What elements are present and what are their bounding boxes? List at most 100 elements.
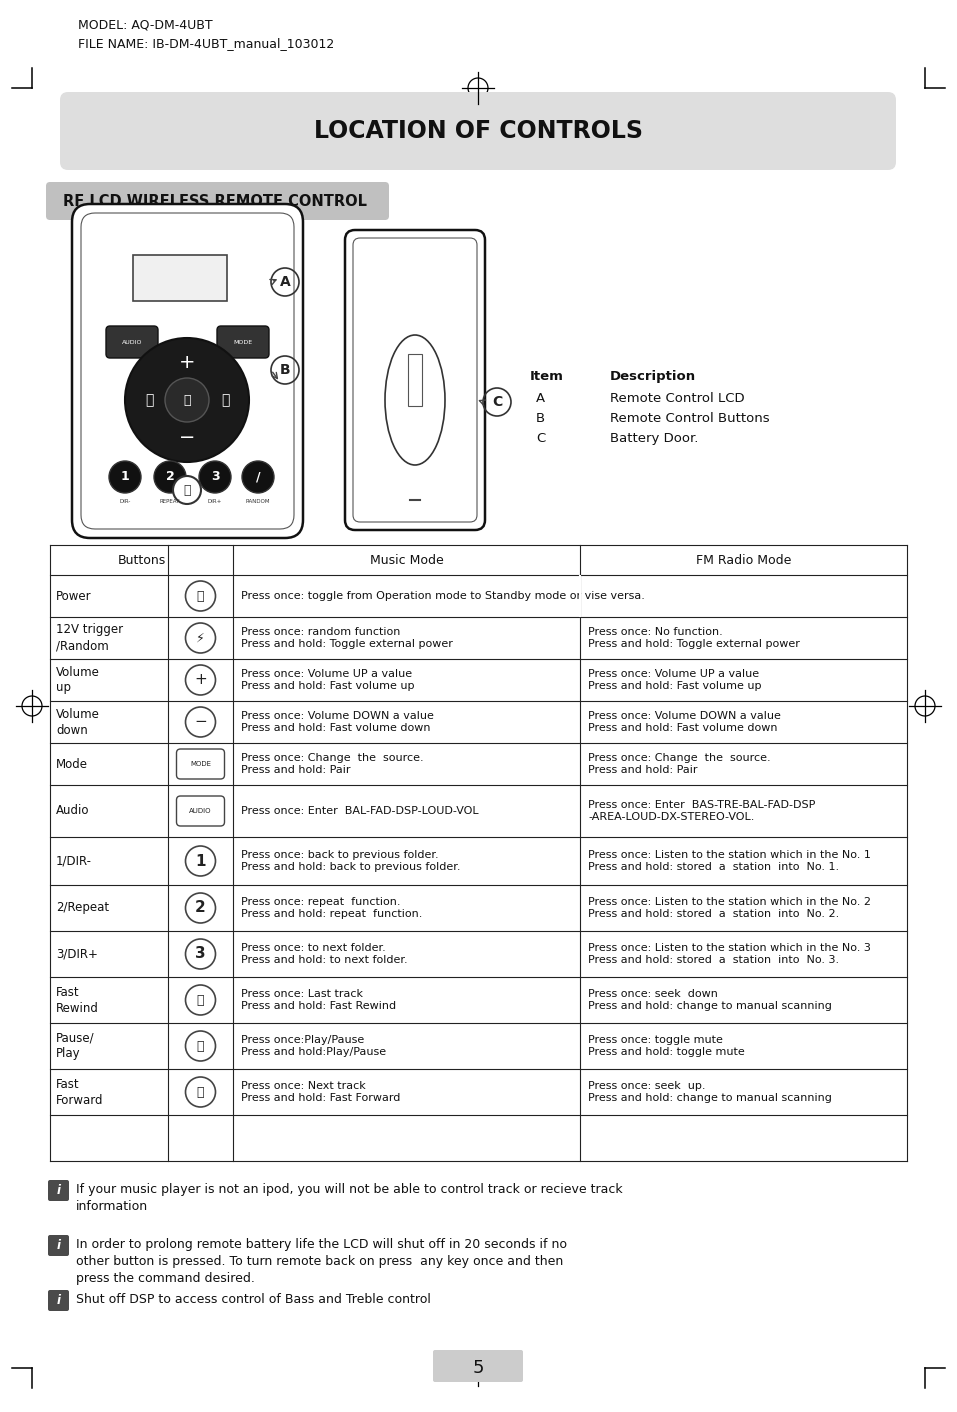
Text: Buttons: Buttons (118, 554, 166, 566)
Text: Press once: back to previous folder.
Press and hold: back to previous folder.: Press once: back to previous folder. Pre… (241, 850, 460, 873)
Text: 1: 1 (121, 470, 129, 483)
Text: 3: 3 (195, 946, 206, 962)
Text: Pause/
Play: Pause/ Play (56, 1032, 95, 1060)
FancyBboxPatch shape (345, 230, 485, 530)
Text: Press once: toggle mute
Press and hold: toggle mute: Press once: toggle mute Press and hold: … (588, 1035, 745, 1058)
FancyBboxPatch shape (72, 203, 303, 538)
Circle shape (165, 378, 209, 422)
Text: Audio: Audio (56, 805, 90, 818)
Text: −: − (179, 428, 195, 448)
Text: ⏮: ⏮ (145, 393, 153, 407)
Text: 1: 1 (195, 853, 206, 868)
Text: Press once: Next track
Press and hold: Fast Forward: Press once: Next track Press and hold: F… (241, 1080, 400, 1103)
Circle shape (186, 939, 215, 969)
Text: −: − (194, 714, 207, 730)
Text: Fast
Forward: Fast Forward (56, 1077, 103, 1107)
Text: LOCATION OF CONTROLS: LOCATION OF CONTROLS (314, 119, 642, 143)
FancyBboxPatch shape (408, 354, 422, 407)
Text: Press once: toggle from Operation mode to Standby mode or vise versa.: Press once: toggle from Operation mode t… (241, 592, 645, 602)
Text: ⏻: ⏻ (197, 589, 204, 603)
Text: Shut off DSP to access control of Bass and Treble control: Shut off DSP to access control of Bass a… (76, 1293, 431, 1306)
Text: 1/DIR-: 1/DIR- (56, 854, 92, 867)
Text: MODEL: AQ-DM-4UBT: MODEL: AQ-DM-4UBT (78, 18, 212, 31)
Text: Music Mode: Music Mode (369, 554, 443, 566)
Text: Press once: Last track
Press and hold: Fast Rewind: Press once: Last track Press and hold: F… (241, 988, 396, 1011)
Text: C: C (492, 395, 502, 409)
Text: DIR-: DIR- (120, 498, 131, 504)
FancyBboxPatch shape (106, 326, 158, 359)
Text: Press once: Enter  BAS-TRE-BAL-FAD-DSP
-AREA-LOUD-DX-STEREO-VOL.: Press once: Enter BAS-TRE-BAL-FAD-DSP -A… (588, 799, 815, 822)
Text: AUDIO: AUDIO (189, 808, 211, 813)
Text: Press once: seek  up.
Press and hold: change to manual scanning: Press once: seek up. Press and hold: cha… (588, 1080, 832, 1103)
Text: Press once: Listen to the station which in the No. 1
Press and hold: stored  a  : Press once: Listen to the station which … (588, 850, 871, 873)
Text: A: A (536, 393, 545, 405)
Text: Mode: Mode (56, 757, 88, 771)
Circle shape (186, 846, 215, 875)
Text: Press once: Volume UP a value
Press and hold: Fast volume up: Press once: Volume UP a value Press and … (588, 669, 762, 692)
Text: RF LCD WIRELESS REMOTE CONTROL: RF LCD WIRELESS REMOTE CONTROL (63, 193, 367, 209)
FancyBboxPatch shape (48, 1180, 69, 1202)
Circle shape (186, 892, 215, 923)
Text: Description: Description (610, 370, 696, 383)
Text: ⏮: ⏮ (197, 994, 204, 1007)
Text: ⚡: ⚡ (196, 631, 205, 644)
FancyBboxPatch shape (60, 92, 896, 169)
Text: Press once: to next folder.
Press and hold: to next folder.: Press once: to next folder. Press and ho… (241, 943, 408, 966)
Circle shape (186, 707, 215, 737)
Text: Press once: Listen to the station which in the No. 3
Press and hold: stored  a  : Press once: Listen to the station which … (588, 943, 871, 966)
Ellipse shape (385, 335, 445, 465)
Text: 5: 5 (472, 1358, 483, 1377)
Text: FILE NAME: IB-DM-4UBT_manual_103012: FILE NAME: IB-DM-4UBT_manual_103012 (78, 37, 334, 49)
Text: FM Radio Mode: FM Radio Mode (696, 554, 791, 566)
Text: If your music player is not an ipod, you will not be able to control track or re: If your music player is not an ipod, you… (76, 1183, 623, 1213)
Text: Press once: Volume UP a value
Press and hold: Fast volume up: Press once: Volume UP a value Press and … (241, 669, 414, 692)
Text: i: i (56, 1238, 60, 1252)
Text: 3: 3 (211, 470, 219, 483)
Text: B: B (536, 412, 545, 425)
Circle shape (154, 460, 186, 493)
Text: +: + (179, 353, 195, 371)
Text: 2/Repeat: 2/Repeat (56, 901, 109, 915)
Circle shape (109, 460, 141, 493)
Text: DIR+: DIR+ (208, 498, 222, 504)
Text: Press once: Enter  BAL-FAD-DSP-LOUD-VOL: Press once: Enter BAL-FAD-DSP-LOUD-VOL (241, 806, 478, 816)
FancyBboxPatch shape (48, 1291, 69, 1310)
Text: Press once: Listen to the station which in the No. 2
Press and hold: stored  a  : Press once: Listen to the station which … (588, 897, 871, 919)
Circle shape (186, 580, 215, 611)
Text: Press once: Change  the  source.
Press and hold: Pair: Press once: Change the source. Press and… (241, 753, 424, 775)
Circle shape (186, 623, 215, 652)
Text: ⏻: ⏻ (183, 483, 190, 497)
Text: i: i (56, 1185, 60, 1197)
Text: Fast
Rewind: Fast Rewind (56, 986, 99, 1014)
Text: Remote Control LCD: Remote Control LCD (610, 393, 745, 405)
Text: /: / (256, 470, 260, 483)
Text: 3/DIR+: 3/DIR+ (56, 947, 98, 960)
Text: 2: 2 (166, 470, 174, 483)
Text: Press once: repeat  function.
Press and hold: repeat  function.: Press once: repeat function. Press and h… (241, 897, 422, 919)
Text: Remote Control Buttons: Remote Control Buttons (610, 412, 769, 425)
Text: C: C (536, 432, 545, 445)
Text: Battery Door.: Battery Door. (610, 432, 699, 445)
Text: Power: Power (56, 589, 92, 603)
Text: AUDIO: AUDIO (122, 339, 143, 345)
Circle shape (186, 1031, 215, 1060)
FancyBboxPatch shape (176, 796, 225, 826)
Text: Press once: Volume DOWN a value
Press and hold: Fast volume down: Press once: Volume DOWN a value Press an… (588, 710, 781, 733)
Text: +: + (194, 672, 207, 688)
Text: 12V trigger
/Random: 12V trigger /Random (56, 624, 123, 652)
Text: Press once:Play/Pause
Press and hold:Play/Pause: Press once:Play/Pause Press and hold:Pla… (241, 1035, 386, 1058)
Text: Press once: Change  the  source.
Press and hold: Pair: Press once: Change the source. Press and… (588, 753, 770, 775)
Text: 2: 2 (195, 901, 206, 915)
FancyBboxPatch shape (176, 748, 225, 779)
Text: Volume
down: Volume down (56, 707, 100, 737)
Text: A: A (279, 275, 290, 289)
FancyBboxPatch shape (133, 256, 227, 301)
Text: ⏯: ⏯ (197, 1039, 204, 1052)
Text: Press once: No function.
Press and hold: Toggle external power: Press once: No function. Press and hold:… (588, 627, 800, 650)
Text: Press once: Volume DOWN a value
Press and hold: Fast volume down: Press once: Volume DOWN a value Press an… (241, 710, 434, 733)
Text: Press once: seek  down
Press and hold: change to manual scanning: Press once: seek down Press and hold: ch… (588, 988, 832, 1011)
Text: ⏯: ⏯ (183, 394, 190, 407)
Circle shape (199, 460, 231, 493)
Circle shape (173, 476, 201, 504)
Circle shape (186, 1077, 215, 1107)
